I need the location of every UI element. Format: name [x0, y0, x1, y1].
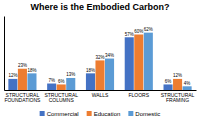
bar	[134, 35, 143, 91]
bar	[47, 84, 56, 90]
x-tick-label: STRUCTURALFRAMING	[161, 92, 195, 104]
chart: Where is the Embodied Carbon? 12% 7% 18% 57%…	[0, 0, 200, 120]
bar	[18, 69, 27, 90]
x-tick-label-line: WALLS	[92, 92, 109, 98]
bar	[66, 78, 75, 90]
data-label: 7%	[48, 78, 55, 83]
x-tick: FLOORS	[129, 92, 150, 98]
title: Where is the Embodied Carbon?	[30, 2, 169, 12]
bar	[86, 73, 95, 90]
data-label: 57%	[125, 32, 134, 37]
legend: Commercial Education Domestic	[40, 111, 161, 117]
data-label: 6%	[165, 79, 172, 84]
x-tick: STRUCTURALCOLUMNS	[44, 92, 78, 104]
legend-swatch	[128, 111, 133, 116]
plot: 12% 7% 18% 57% 6% 23% 6% 32% 60% 12% 18% 13% 34% 62% 4…	[4, 17, 196, 104]
legend-label: Education	[94, 111, 121, 117]
legend-item: Commercial	[40, 111, 79, 117]
bar	[57, 84, 66, 90]
bar	[105, 59, 114, 90]
data-label: 12%	[173, 73, 182, 78]
x-tick: STRUCTURALFOUNDATIONS	[4, 92, 41, 104]
bar	[144, 33, 153, 90]
data-label: 60%	[134, 29, 143, 34]
x-tick-label: FLOORS	[129, 92, 150, 98]
bar	[27, 73, 36, 90]
data-labels: 12% 7% 18% 57% 6% 23% 6% 32% 60% 12% 18% 13% 34% 62% 4…	[8, 27, 190, 86]
data-label: 6%	[58, 79, 65, 84]
y-axis	[4, 17, 5, 91]
data-label: 18%	[27, 68, 36, 73]
bar	[183, 86, 192, 90]
x-tick-label: WALLS	[92, 92, 109, 98]
x-tick-label-line: FOUNDATIONS	[4, 97, 41, 103]
x-tick-label: STRUCTURALFOUNDATIONS	[4, 92, 41, 104]
data-label: 4%	[184, 81, 191, 86]
x-axis: STRUCTURALFOUNDATIONSSTRUCTURALCOLUMNS WA…	[4, 91, 196, 104]
legend-label: Domestic	[135, 111, 160, 117]
legend-swatch	[40, 111, 45, 116]
data-label: 13%	[66, 72, 75, 77]
legend-item: Education	[87, 111, 121, 117]
data-label: 62%	[144, 27, 153, 32]
data-label: 18%	[86, 68, 95, 73]
bar	[8, 79, 17, 90]
data-label: 32%	[95, 55, 104, 60]
x-tick-label-line: FLOORS	[129, 92, 150, 98]
bar	[125, 37, 134, 90]
legend-item: Domestic	[128, 111, 160, 117]
x-tick-label-line: COLUMNS	[49, 97, 75, 103]
x-tick-label-line: FRAMING	[166, 97, 189, 103]
x-tick: WALLS	[92, 92, 109, 98]
data-label: 23%	[18, 63, 27, 68]
bar	[164, 84, 173, 90]
bar	[173, 79, 182, 90]
legend-swatch	[87, 111, 92, 116]
bar	[95, 60, 104, 90]
y-axis-line	[4, 17, 5, 91]
legend-label: Commercial	[47, 111, 79, 117]
data-label: 12%	[8, 73, 17, 78]
data-label: 34%	[105, 53, 114, 58]
x-tick-label: STRUCTURALCOLUMNS	[44, 92, 78, 104]
bars	[8, 33, 191, 90]
x-tick: STRUCTURALFRAMING	[161, 92, 195, 104]
